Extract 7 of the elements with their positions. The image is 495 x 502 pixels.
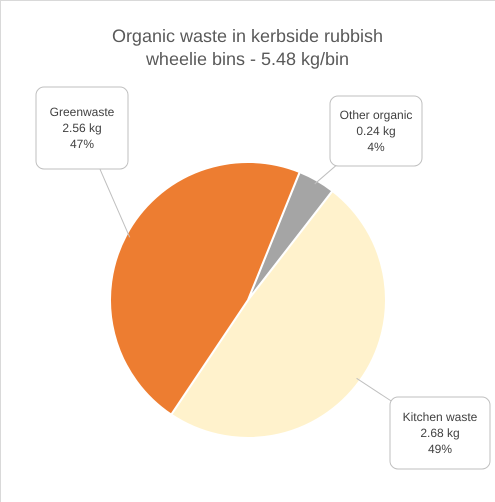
slice-label: Greenwaste [50, 105, 115, 119]
chart-title: Organic waste in kerbside rubbish wheelie bins - 5.48 kg/bin [112, 26, 384, 69]
slice-label: Other organic [340, 108, 412, 122]
slice-label: Kitchen waste [402, 410, 478, 424]
data-label: 0.24 kg 4% [356, 124, 396, 154]
data-label: 2.56 kg 47% [62, 121, 102, 151]
data-label: 2.68 kg 49% [420, 426, 460, 456]
